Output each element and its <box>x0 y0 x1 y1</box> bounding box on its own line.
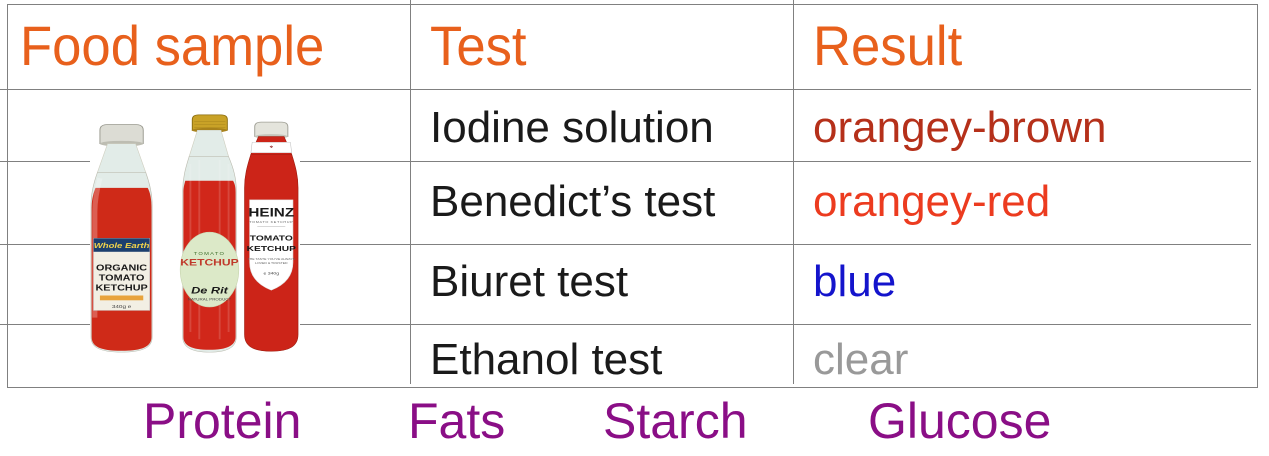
svg-text:KETCHUP: KETCHUP <box>247 244 296 253</box>
svg-text:TOMATO: TOMATO <box>99 274 145 283</box>
svg-text:HEINZ: HEINZ <box>248 207 294 220</box>
svg-text:TOMATO: TOMATO <box>250 234 293 243</box>
svg-text:NATURAL PRODUCT: NATURAL PRODUCT <box>188 297 232 301</box>
svg-text:TOMATO KETCHUP: TOMATO KETCHUP <box>249 220 293 223</box>
svg-text:KETCHUP: KETCHUP <box>180 258 238 268</box>
svg-text:ORGANIC: ORGANIC <box>96 264 147 273</box>
svg-text:❖: ❖ <box>269 145 274 149</box>
svg-text:THE TASTE YOU'VE ALWAYS: THE TASTE YOU'VE ALWAYS <box>248 257 295 260</box>
svg-text:e 340g: e 340g <box>264 271 280 275</box>
svg-text:Whole Earth: Whole Earth <box>94 241 150 250</box>
svg-text:De Rit: De Rit <box>191 286 229 296</box>
svg-text:LOVED & TRUSTED: LOVED & TRUSTED <box>255 261 288 264</box>
svg-text:340g e: 340g e <box>112 305 131 310</box>
svg-text:TOMATO: TOMATO <box>194 252 225 257</box>
svg-text:KETCHUP: KETCHUP <box>95 284 148 293</box>
